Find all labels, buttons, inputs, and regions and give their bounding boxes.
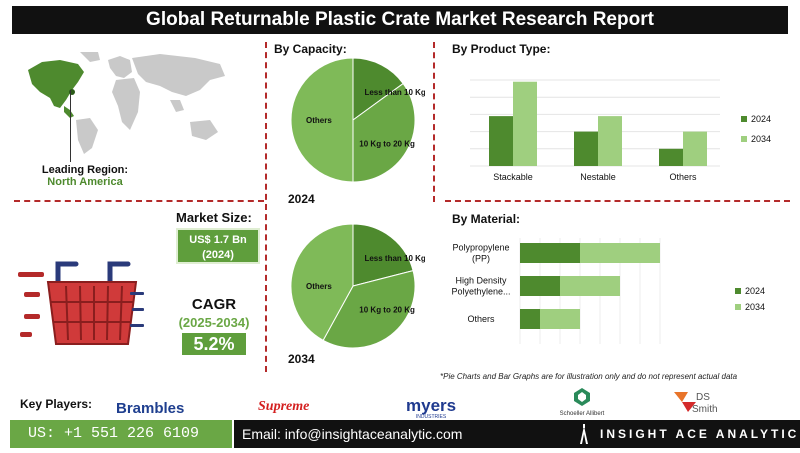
leading-region-value: North America xyxy=(47,176,123,188)
pie-2024-slice-1 xyxy=(352,82,416,183)
material-bar-2024-1 xyxy=(520,276,560,296)
pie-2024-slice-2 xyxy=(290,57,354,183)
material-category-label-0: Polypropylene xyxy=(452,243,509,253)
pie-chart-2034: Less than 10 Kg 10 Kg to 20 Kg Others xyxy=(290,223,425,349)
material-legend-label-1: 2034 xyxy=(745,302,765,312)
footer-email[interactable]: Email: info@insightaceanalytic.com xyxy=(242,426,463,442)
product-legend-label-0: 2024 xyxy=(751,114,771,124)
capacity-heading: By Capacity: xyxy=(274,42,347,56)
ds-smith-logo: DS Smith xyxy=(672,388,722,418)
illustration-note: *Pie Charts and Bar Graphs are for illus… xyxy=(440,372,738,381)
ds-smith-mark-icon xyxy=(674,392,696,412)
pie-2034-label-1: 10 Kg to 20 Kg xyxy=(359,306,415,315)
market-size-year: (2024) xyxy=(202,249,234,261)
divider-horizontal-right xyxy=(445,200,790,202)
material-category-label-2: Others xyxy=(467,314,495,324)
leading-region-heading: Leading Region: xyxy=(41,164,129,176)
pie-2034-slice-1 xyxy=(322,269,416,349)
pie-chart-2024: Less than 10 Kg 10 Kg to 20 Kg Others xyxy=(290,57,425,183)
region-pointer-line xyxy=(70,90,71,162)
market-size-box: US$ 1.7 Bn (2024) xyxy=(176,228,260,264)
pie-2024-label-0: Less than 10 Kg xyxy=(364,88,425,97)
material-category-label-0: (PP) xyxy=(472,254,490,264)
material-bar-2024-2 xyxy=(520,309,540,329)
brambles-logo: Brambles xyxy=(116,400,185,417)
product-bar-2024-1 xyxy=(574,131,598,166)
product-bar-2034-0 xyxy=(513,81,537,166)
world-map xyxy=(28,52,225,154)
material-bar-2034-0 xyxy=(580,243,660,263)
product-category-label-1: Nestable xyxy=(580,172,616,182)
pie-2024-label-1: 10 Kg to 20 Kg xyxy=(359,140,415,149)
product-bar-2024-2 xyxy=(659,148,683,166)
supreme-logo: Supreme xyxy=(258,399,310,414)
pie-2034-slice-0 xyxy=(352,223,414,287)
schoeller-mark-icon xyxy=(574,388,590,406)
key-players-heading: Key Players: xyxy=(20,397,93,411)
product-bar-2034-2 xyxy=(683,131,707,166)
product-type-heading: By Product Type: xyxy=(452,42,551,56)
myers-logo: myers INDUSTRIES xyxy=(406,397,456,420)
product-type-bar-chart: Stackable Nestable Others 2024 2034 xyxy=(470,79,771,182)
market-size-heading: Market Size: xyxy=(176,210,252,225)
ds-smith-logo-line1: DS xyxy=(696,392,710,403)
product-legend-label-1: 2034 xyxy=(751,134,771,144)
material-legend-swatch-0 xyxy=(735,288,741,294)
schoeller-logo: Schoeller Allibert xyxy=(552,388,612,417)
material-heading: By Material: xyxy=(452,212,521,226)
product-bar-2034-1 xyxy=(598,116,622,166)
material-category-label-1: High Density xyxy=(455,276,507,286)
myers-logo-sub: INDUSTRIES xyxy=(415,414,447,420)
cagr-heading: CAGR xyxy=(191,296,237,313)
pie-2024-label-2: Others xyxy=(306,116,332,125)
material-legend-label-0: 2024 xyxy=(745,286,765,296)
divider-vertical-right xyxy=(433,42,435,202)
pie-2024-slice-0 xyxy=(352,57,404,121)
product-bar-2024-0 xyxy=(489,116,513,166)
material-bar-2024-0 xyxy=(520,243,580,263)
material-bar-chart: Polypropylene(PP) High DensityPolyethylen… xyxy=(451,238,765,344)
market-size-value: US$ 1.7 Bn xyxy=(189,234,247,246)
product-category-label-2: Others xyxy=(669,172,697,182)
pie-2034-year: 2034 xyxy=(288,352,315,366)
pie-2034-label-2: Others xyxy=(306,282,332,291)
ds-smith-logo-line2: Smith xyxy=(692,404,718,415)
divider-vertical-left xyxy=(265,42,267,372)
product-legend-swatch-0 xyxy=(741,116,747,122)
material-category-label-1: Polyethylene... xyxy=(451,287,510,297)
pie-2034-label-0: Less than 10 Kg xyxy=(364,254,425,263)
cagr-period: (2025-2034) xyxy=(178,315,250,330)
material-bar-2034-1 xyxy=(560,276,620,296)
product-legend-swatch-1 xyxy=(741,136,747,142)
material-legend-swatch-1 xyxy=(735,304,741,310)
cagr-value: 5.2% xyxy=(182,333,246,355)
schoeller-logo-text: Schoeller Allibert xyxy=(559,411,605,417)
insight-ace-logo-icon xyxy=(578,424,590,444)
divider-horizontal-left xyxy=(14,200,264,202)
pie-2024-year: 2024 xyxy=(288,192,315,206)
product-category-label-0: Stackable xyxy=(493,172,533,182)
myers-logo-text: myers xyxy=(406,396,457,415)
material-bar-2034-2 xyxy=(540,309,580,329)
page-title: Global Returnable Plastic Crate Market R… xyxy=(12,6,788,34)
footer-contact-bar: Email: info@insightaceanalytic.com INSIG… xyxy=(234,420,800,448)
footer-phone[interactable]: US: +1 551 226 6109 xyxy=(10,420,232,448)
north-america-region xyxy=(28,60,84,108)
pie-2034-slice-2 xyxy=(290,223,354,342)
crate-illustration xyxy=(18,261,144,345)
footer-brand: INSIGHT ACE ANALYTIC xyxy=(600,427,800,441)
